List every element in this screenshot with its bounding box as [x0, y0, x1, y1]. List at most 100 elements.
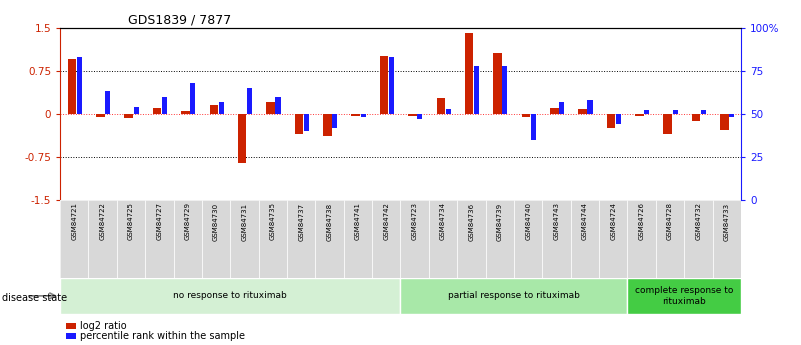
Bar [96, 114, 105, 117]
Bar [332, 114, 337, 128]
Bar [117, 200, 145, 278]
Text: disease state: disease state [2, 294, 66, 303]
Bar [559, 102, 564, 114]
Text: GSM84731: GSM84731 [241, 203, 248, 240]
Bar [457, 200, 485, 278]
Bar [729, 114, 735, 117]
Bar [531, 114, 536, 140]
Bar [701, 110, 706, 114]
Bar [266, 102, 275, 114]
Bar [388, 57, 394, 114]
Bar [578, 109, 587, 114]
Text: GSM84722: GSM84722 [99, 203, 106, 240]
Bar [550, 108, 558, 114]
Bar [210, 105, 218, 114]
Bar [323, 114, 332, 136]
Bar [673, 110, 678, 114]
Bar [153, 108, 161, 114]
Bar [202, 200, 231, 278]
Bar [360, 114, 365, 117]
Bar [276, 97, 280, 114]
Bar [162, 97, 167, 114]
Bar [247, 88, 252, 114]
Bar [344, 200, 372, 278]
Bar [77, 57, 82, 114]
Text: GSM84740: GSM84740 [525, 203, 531, 240]
Bar [124, 114, 133, 118]
Bar [656, 200, 684, 278]
Bar [644, 110, 650, 114]
Text: GSM84728: GSM84728 [667, 203, 673, 240]
Text: percentile rank within the sample: percentile rank within the sample [80, 331, 245, 341]
Bar [231, 200, 259, 278]
Bar [400, 200, 429, 278]
Text: GSM84725: GSM84725 [128, 203, 134, 240]
Text: complete response to
rituximab: complete response to rituximab [635, 286, 734, 306]
Bar [174, 200, 202, 278]
Text: GSM84727: GSM84727 [156, 203, 163, 240]
Bar [105, 91, 111, 114]
Text: GSM84741: GSM84741 [355, 203, 361, 240]
Bar [627, 278, 741, 314]
Bar [445, 109, 451, 114]
Bar [502, 66, 508, 114]
Text: GSM84743: GSM84743 [553, 203, 560, 240]
Bar [570, 200, 599, 278]
Bar [429, 200, 457, 278]
Bar [474, 66, 479, 114]
Text: GSM84738: GSM84738 [327, 203, 332, 240]
Bar [542, 200, 570, 278]
Bar [295, 114, 304, 134]
Bar [521, 114, 530, 117]
Bar [60, 278, 400, 314]
Bar [627, 200, 656, 278]
Text: GSM84736: GSM84736 [469, 203, 474, 240]
Bar [409, 114, 417, 116]
Text: GSM84723: GSM84723 [412, 203, 417, 240]
Text: GSM84729: GSM84729 [185, 203, 191, 240]
Bar [417, 114, 422, 119]
Text: GSM84724: GSM84724 [610, 203, 616, 240]
Bar [304, 114, 309, 131]
Bar [663, 114, 672, 134]
Bar [372, 200, 400, 278]
Text: GSM84739: GSM84739 [497, 203, 503, 240]
Text: GSM84733: GSM84733 [724, 203, 730, 240]
Bar [485, 200, 514, 278]
Bar [380, 56, 388, 114]
Bar [720, 114, 729, 130]
Text: GSM84734: GSM84734 [440, 203, 446, 240]
Bar [692, 114, 700, 121]
Bar [635, 114, 644, 116]
Bar [587, 100, 593, 114]
Bar [219, 102, 223, 114]
Bar [287, 200, 316, 278]
Bar [68, 59, 76, 114]
Bar [352, 114, 360, 116]
Text: GSM84744: GSM84744 [582, 203, 588, 240]
Bar [191, 83, 195, 114]
Bar [493, 53, 501, 114]
Bar [259, 200, 287, 278]
Bar [713, 200, 741, 278]
Bar [514, 200, 542, 278]
Bar [316, 200, 344, 278]
Text: GSM84732: GSM84732 [695, 203, 702, 240]
Bar [684, 200, 713, 278]
Text: GDS1839 / 7877: GDS1839 / 7877 [128, 13, 231, 27]
Text: GSM84730: GSM84730 [213, 203, 219, 240]
Text: GSM84737: GSM84737 [298, 203, 304, 240]
Text: GSM84735: GSM84735 [270, 203, 276, 240]
Bar [437, 98, 445, 114]
Bar [616, 114, 621, 124]
Bar [134, 107, 139, 114]
Bar [181, 111, 190, 114]
Text: GSM84742: GSM84742 [384, 203, 389, 240]
Text: no response to rituximab: no response to rituximab [173, 291, 288, 300]
Bar [599, 200, 627, 278]
Text: log2 ratio: log2 ratio [80, 321, 127, 331]
Bar [88, 200, 117, 278]
Text: partial response to rituximab: partial response to rituximab [448, 291, 580, 300]
Bar [238, 114, 247, 163]
Bar [60, 200, 88, 278]
